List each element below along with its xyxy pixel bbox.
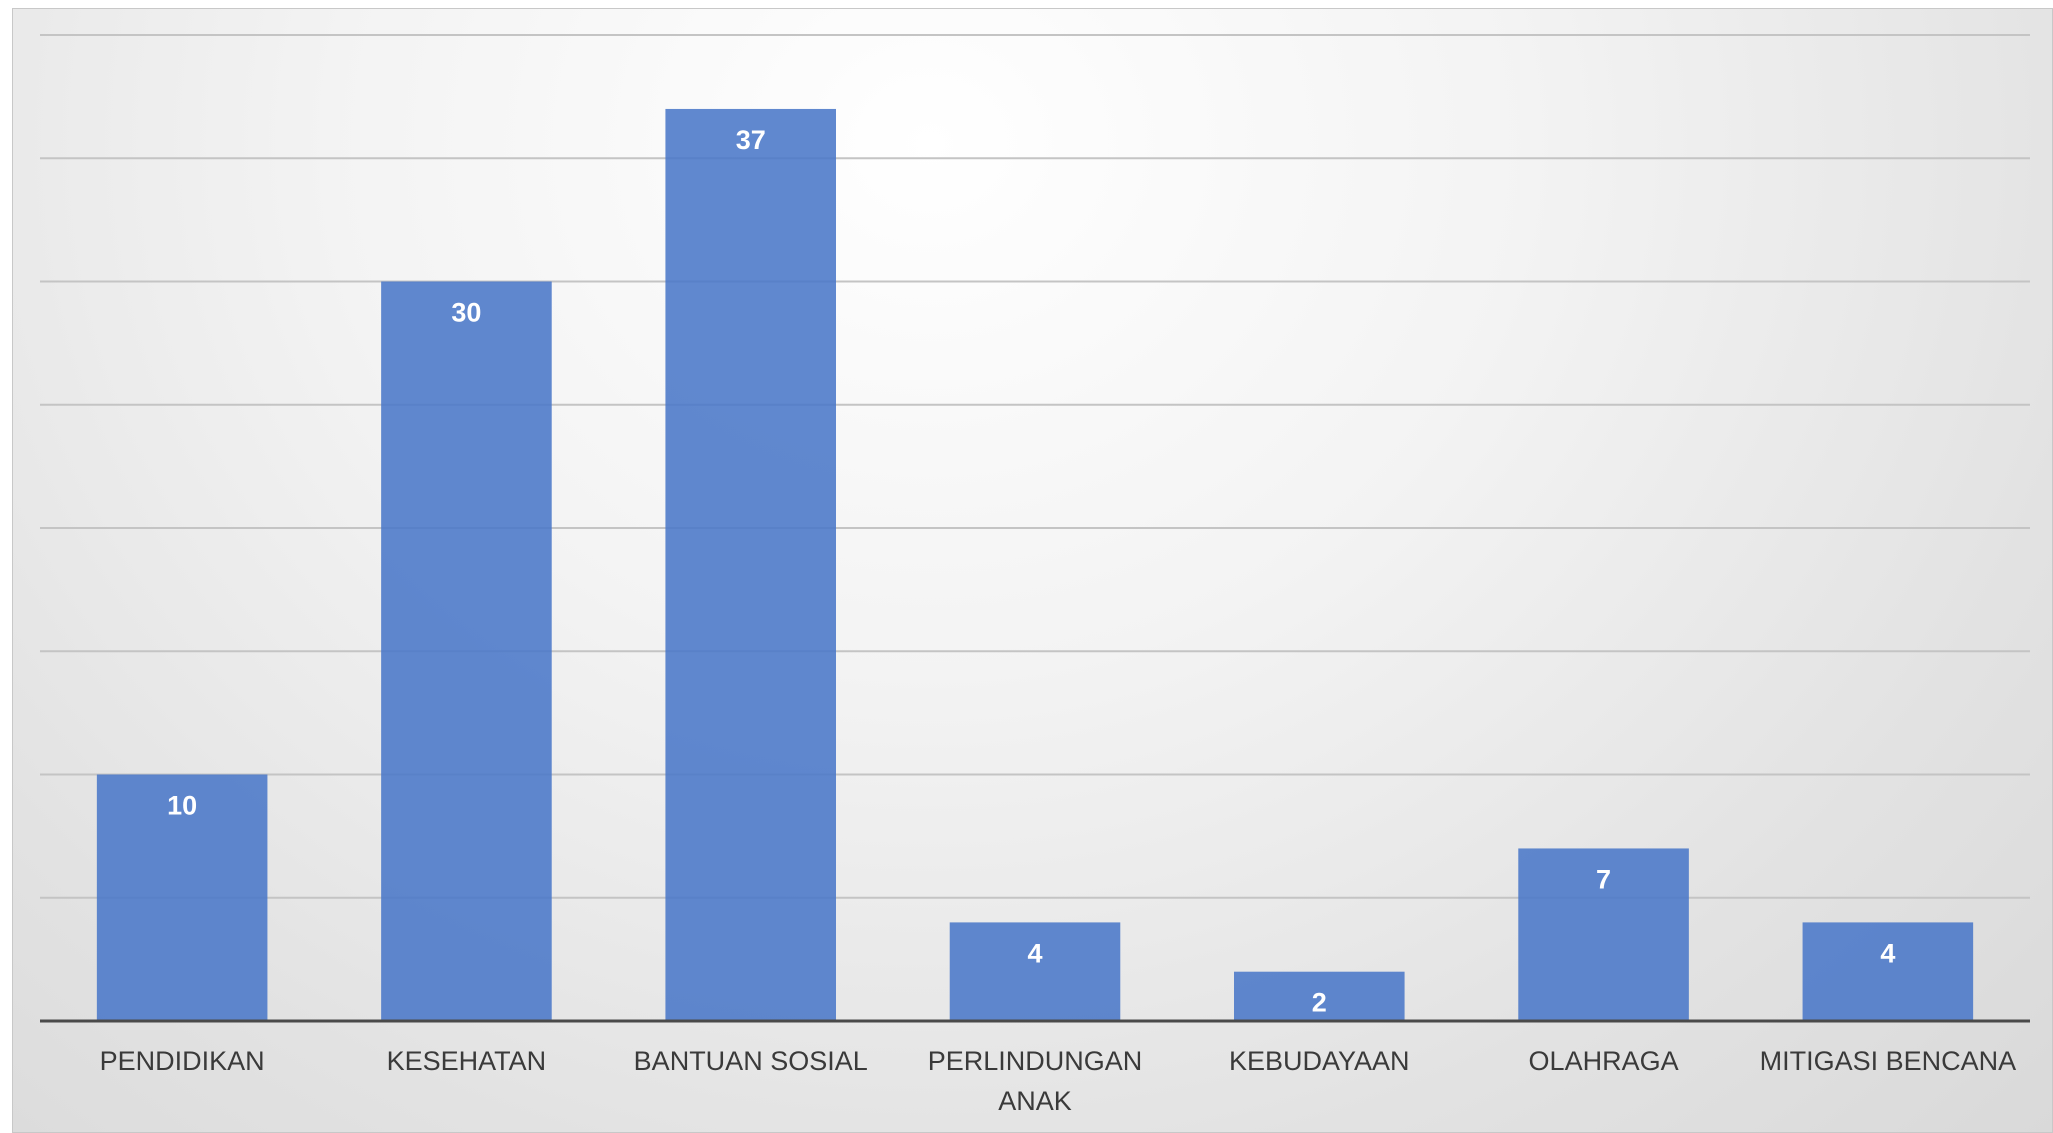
x-tick-label: ANAK [998,1086,1072,1116]
x-tick-label: PENDIDIKAN [100,1046,265,1076]
bar [1518,848,1689,1021]
bars [96,108,1974,1021]
bar [381,281,552,1021]
x-tick-label: OLAHRAGA [1529,1046,1679,1076]
gridlines [40,34,2030,899]
bar [1234,971,1405,1021]
x-tick-label: BANTUAN SOSIAL [634,1046,868,1076]
bar [96,774,268,1021]
data-label: 7 [1596,864,1611,894]
data-label: 37 [736,125,766,155]
data-label: 2 [1312,988,1327,1018]
x-tick-label: PERLINDUNGAN [928,1046,1143,1076]
bar [949,922,1121,1021]
bar [1802,922,1974,1021]
data-label: 4 [1880,938,1895,968]
bar [665,108,836,1021]
data-label: 30 [451,298,481,328]
x-tick-label: KESEHATAN [387,1046,547,1076]
x-tick-labels: PENDIDIKAN KESEHATAN BANTUAN SOSIAL PERLIND… [100,1046,2017,1116]
data-label: 4 [1027,938,1042,968]
x-tick-label: KEBUDAYAAN [1229,1046,1410,1076]
x-tick-label: MITIGASI BENCANA [1760,1046,2017,1076]
data-labels: 10 30 37 4 2 7 4 [167,125,1895,1018]
data-label: 10 [167,791,197,821]
